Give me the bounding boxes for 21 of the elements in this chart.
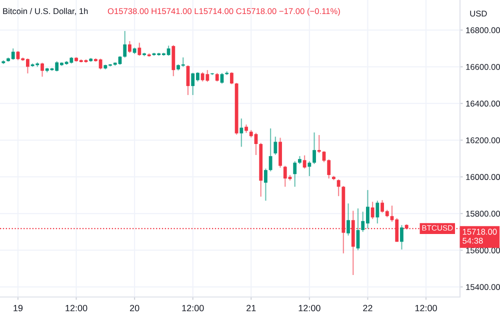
x-tick-label: 12:00 (298, 304, 320, 312)
text: O15738.00 H15741.00 L15714.00 C15718.00 −17.00 (−0.11%) (108, 8, 340, 16)
y-tick-label: 16600.00 (466, 64, 500, 70)
y-tick-label: 16000.00 (466, 174, 500, 180)
y-axis-title: USD (470, 10, 487, 17)
x-tick-label: 22 (363, 304, 372, 312)
y-tick-label: 15800.00 (466, 210, 500, 217)
x-tick-label: 12:00 (182, 304, 204, 312)
x-tick-label: 19 (14, 304, 23, 312)
y-tick-label: 15600.00 (466, 247, 500, 254)
y-tick-label: 15400.00 (466, 284, 500, 290)
text: 54:38 (462, 238, 483, 244)
y-tick-label: 16400.00 (466, 100, 500, 107)
y-tick-label: 16200.00 (466, 137, 500, 144)
y-tick-label: 16800.00 (466, 27, 500, 34)
x-tick-label: 12:00 (415, 304, 437, 312)
x-tick-label: 21 (246, 304, 256, 312)
x-tick-label: 20 (130, 304, 140, 312)
text: Bitcoin / U.S. Dollar, 1h (3, 8, 88, 16)
x-tick-label: 12:00 (66, 304, 88, 312)
text: 15718.00 (462, 228, 497, 235)
